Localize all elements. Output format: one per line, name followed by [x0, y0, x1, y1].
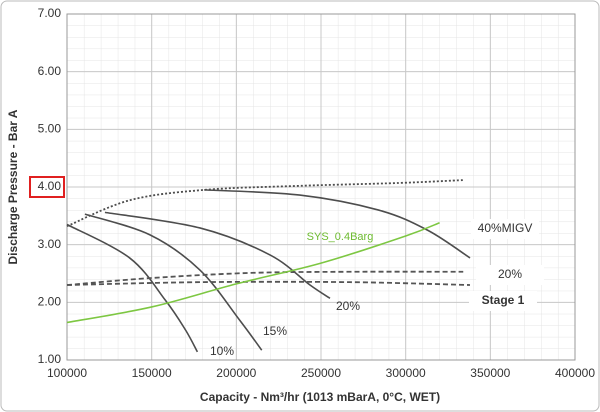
label-background	[469, 291, 537, 311]
series-label: 10%	[210, 344, 234, 358]
x-tick-label: 350000	[470, 366, 510, 380]
series-label: 20%	[336, 299, 360, 313]
label-background	[471, 219, 539, 239]
series-line	[66, 223, 199, 353]
series-label: 40%MIGV	[478, 221, 533, 235]
y-tick-label: 5.00	[38, 122, 62, 136]
y-tick-label: 2.00	[38, 295, 62, 309]
series-label: 20%	[498, 267, 522, 281]
highlight-box	[29, 176, 65, 198]
x-tick-label: 400000	[555, 366, 595, 380]
series-line	[84, 213, 263, 351]
x-tick-label: 250000	[301, 366, 341, 380]
series-label: SYS_0.4Barg	[307, 231, 374, 243]
y-tick-label: 6.00	[38, 64, 62, 78]
series-line	[104, 211, 331, 299]
x-tick-label: 300000	[386, 366, 426, 380]
series-line	[204, 189, 471, 259]
label-background	[476, 265, 544, 285]
series-line	[66, 280, 471, 286]
series-label: Stage 1	[482, 293, 525, 307]
x-axis-title: Capacity - Nm³/hr (1013 mBarA, 0°C, WET)	[200, 390, 440, 404]
y-axis-title: Discharge Pressure - Bar A	[6, 109, 20, 264]
y-tick-label: 7.00	[38, 6, 62, 20]
x-tick-label: 200000	[216, 366, 256, 380]
plot-border	[66, 13, 576, 361]
series-line	[66, 222, 440, 324]
y-tick-label: 4.00	[38, 179, 62, 193]
series-line	[66, 270, 464, 286]
x-tick-label: 100000	[47, 366, 87, 380]
series-label: 15%	[263, 324, 287, 338]
x-tick-label: 150000	[132, 366, 172, 380]
y-tick-label: 3.00	[38, 237, 62, 251]
y-tick-label: 1.00	[38, 352, 62, 366]
